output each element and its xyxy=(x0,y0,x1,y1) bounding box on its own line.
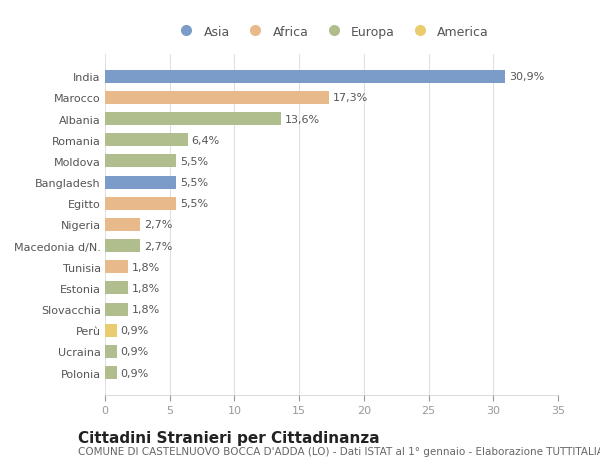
Text: 17,3%: 17,3% xyxy=(333,93,368,103)
Text: 5,5%: 5,5% xyxy=(180,199,208,209)
Text: 0,9%: 0,9% xyxy=(121,347,149,357)
Bar xyxy=(105,303,128,316)
Text: Cittadini Stranieri per Cittadinanza: Cittadini Stranieri per Cittadinanza xyxy=(78,431,380,446)
Text: 2,7%: 2,7% xyxy=(144,241,172,251)
Text: 5,5%: 5,5% xyxy=(180,178,208,188)
Bar xyxy=(105,366,116,379)
Text: 6,4%: 6,4% xyxy=(192,135,220,146)
Bar xyxy=(105,218,140,231)
Text: 1,8%: 1,8% xyxy=(132,283,160,293)
Bar xyxy=(105,71,505,84)
Bar xyxy=(105,92,329,105)
Bar xyxy=(105,197,176,210)
Text: 1,8%: 1,8% xyxy=(132,262,160,272)
Text: 1,8%: 1,8% xyxy=(132,304,160,314)
Bar xyxy=(105,324,116,337)
Text: 30,9%: 30,9% xyxy=(509,72,544,82)
Text: 5,5%: 5,5% xyxy=(180,157,208,167)
Bar xyxy=(105,345,116,358)
Text: 2,7%: 2,7% xyxy=(144,220,172,230)
Text: 0,9%: 0,9% xyxy=(121,325,149,336)
Text: 13,6%: 13,6% xyxy=(285,114,320,124)
Text: 0,9%: 0,9% xyxy=(121,368,149,378)
Text: COMUNE DI CASTELNUOVO BOCCA D'ADDA (LO) - Dati ISTAT al 1° gennaio - Elaborazion: COMUNE DI CASTELNUOVO BOCCA D'ADDA (LO) … xyxy=(78,446,600,456)
Bar xyxy=(105,176,176,189)
Bar xyxy=(105,113,281,126)
Bar xyxy=(105,282,128,295)
Bar xyxy=(105,155,176,168)
Bar xyxy=(105,240,140,252)
Bar xyxy=(105,261,128,274)
Legend: Asia, Africa, Europa, America: Asia, Africa, Europa, America xyxy=(169,21,494,44)
Bar xyxy=(105,134,188,147)
